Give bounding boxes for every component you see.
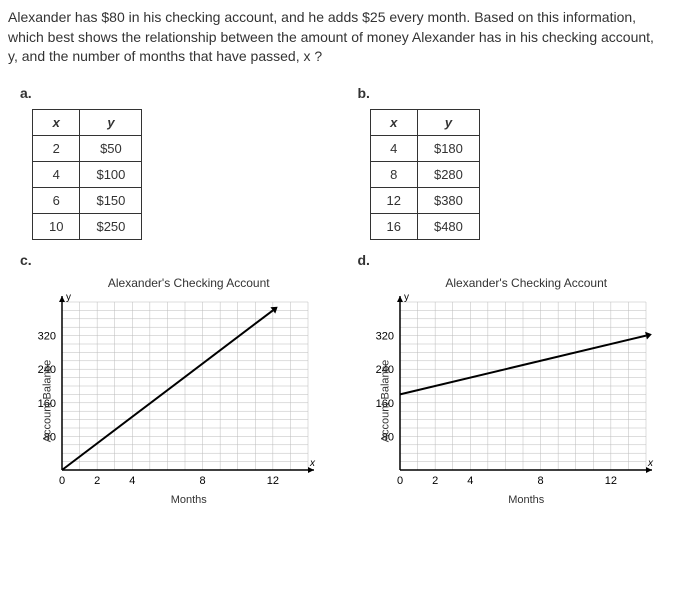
svg-text:x: x bbox=[647, 458, 654, 469]
option-d: d. Alexander's Checking Account Account … bbox=[346, 248, 668, 526]
table-row: 4$180 bbox=[370, 135, 479, 161]
th-x: x bbox=[33, 109, 80, 135]
chart-c: yx02481280160240320 bbox=[24, 292, 324, 492]
th-y: y bbox=[80, 109, 142, 135]
svg-text:4: 4 bbox=[129, 475, 135, 487]
svg-text:320: 320 bbox=[38, 330, 56, 342]
svg-text:y: y bbox=[66, 292, 71, 303]
table-row: 16$480 bbox=[370, 213, 479, 239]
svg-text:8: 8 bbox=[537, 475, 543, 487]
svg-text:0: 0 bbox=[396, 475, 402, 487]
svg-text:2: 2 bbox=[94, 475, 100, 487]
th-y: y bbox=[417, 109, 479, 135]
table-row: 6$150 bbox=[33, 187, 142, 213]
svg-text:12: 12 bbox=[604, 475, 616, 487]
svg-text:4: 4 bbox=[467, 475, 473, 487]
option-c: c. Alexander's Checking Account Account … bbox=[8, 248, 330, 526]
table-b: x y 4$180 8$280 12$380 16$480 bbox=[370, 109, 480, 240]
svg-text:2: 2 bbox=[432, 475, 438, 487]
label-a: a. bbox=[20, 85, 330, 101]
x-axis-label: Months bbox=[48, 494, 330, 506]
table-row: 10$250 bbox=[33, 213, 142, 239]
table-row: 2$50 bbox=[33, 135, 142, 161]
x-axis-label: Months bbox=[386, 494, 668, 506]
y-axis-label: Account Balance bbox=[41, 360, 53, 443]
options-grid: a. x y 2$50 4$100 6$150 10$250 b. x y bbox=[8, 81, 667, 526]
table-row: 8$280 bbox=[370, 161, 479, 187]
svg-text:320: 320 bbox=[375, 330, 393, 342]
chart-title: Alexander's Checking Account bbox=[386, 276, 668, 290]
svg-text:x: x bbox=[309, 458, 316, 469]
table-row: 4$100 bbox=[33, 161, 142, 187]
table-row: 12$380 bbox=[370, 187, 479, 213]
option-a: a. x y 2$50 4$100 6$150 10$250 bbox=[8, 81, 330, 240]
th-x: x bbox=[370, 109, 417, 135]
label-c: c. bbox=[20, 252, 330, 268]
svg-text:8: 8 bbox=[200, 475, 206, 487]
svg-text:0: 0 bbox=[59, 475, 65, 487]
chart-d: yx02481280160240320 bbox=[362, 292, 662, 492]
option-b: b. x y 4$180 8$280 12$380 16$480 bbox=[346, 81, 668, 240]
svg-text:12: 12 bbox=[267, 475, 279, 487]
y-axis-label: Account Balance bbox=[379, 360, 391, 443]
label-b: b. bbox=[358, 85, 668, 101]
table-a: x y 2$50 4$100 6$150 10$250 bbox=[32, 109, 142, 240]
svg-text:y: y bbox=[404, 292, 409, 303]
chart-title: Alexander's Checking Account bbox=[48, 276, 330, 290]
question-text: Alexander has $80 in his checking accoun… bbox=[8, 8, 667, 67]
label-d: d. bbox=[358, 252, 668, 268]
